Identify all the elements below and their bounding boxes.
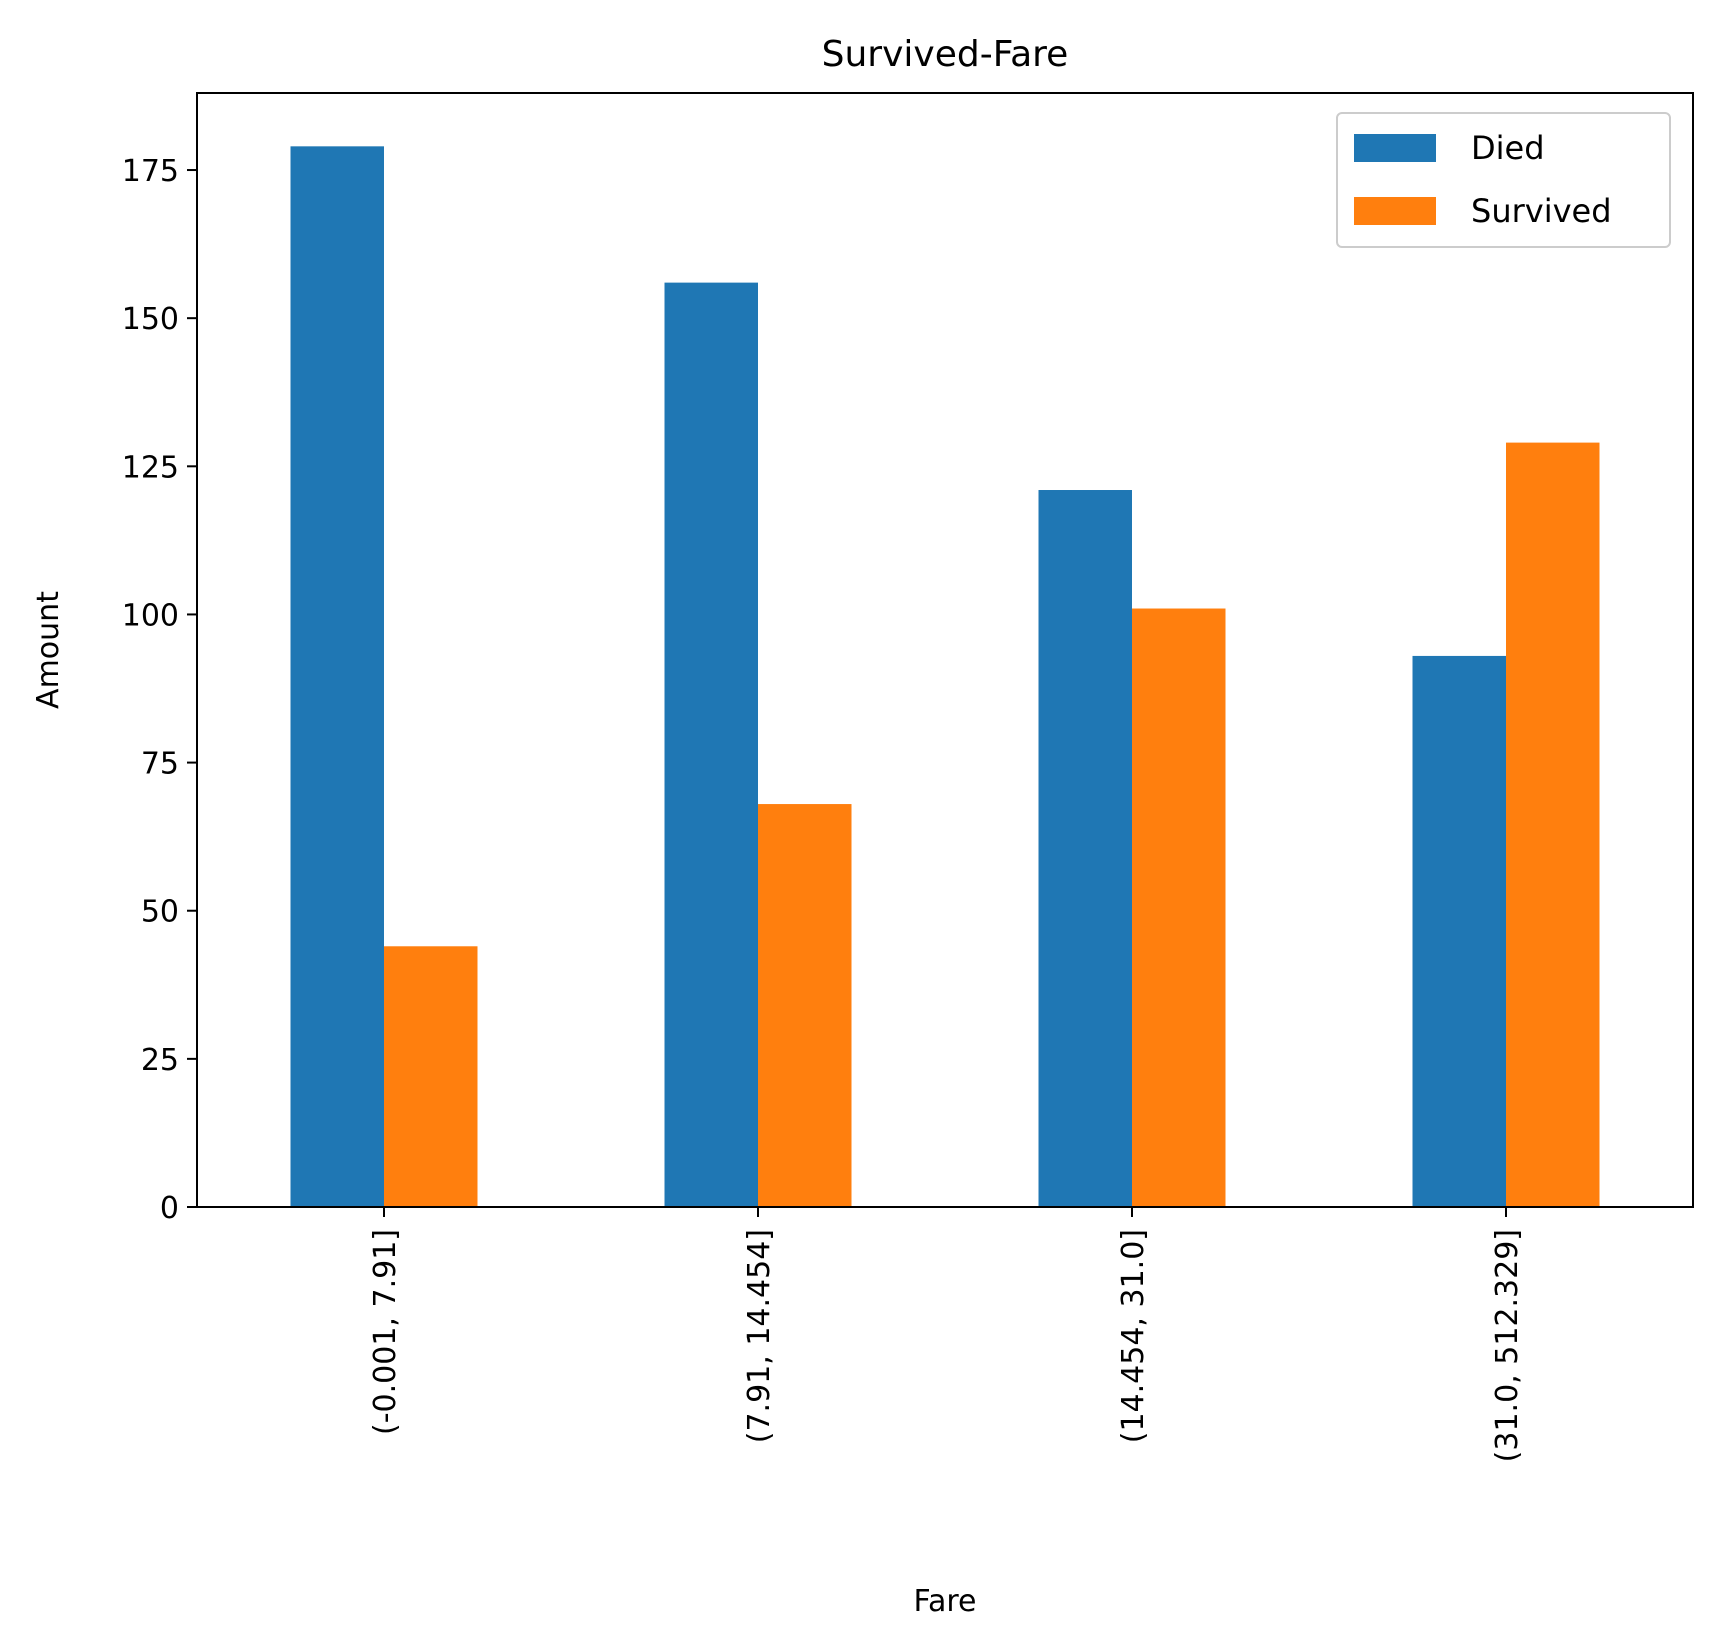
legend-label-died: Died <box>1471 129 1545 167</box>
y-tick-label: 150 <box>122 302 179 337</box>
bar-survived-3 <box>1506 442 1600 1207</box>
bars-layer <box>290 146 1600 1208</box>
y-tick-label: 175 <box>122 154 179 189</box>
legend-swatch-survived <box>1354 197 1436 225</box>
x-tick-label: (31.0, 512.329] <box>1490 1229 1525 1462</box>
y-tick-label: 100 <box>122 598 179 633</box>
y-axis-label: Amount <box>31 591 66 709</box>
x-tick-label: (-0.001, 7.91] <box>368 1229 403 1435</box>
x-tick-label: (7.91, 14.454] <box>742 1229 777 1443</box>
y-tick-label: 25 <box>141 1043 179 1078</box>
plot-frame <box>196 92 1694 1208</box>
x-axis-label: Fare <box>913 1584 976 1619</box>
bar-died-1 <box>664 282 758 1207</box>
bar-survived-2 <box>1132 608 1226 1207</box>
x-tick-label: (14.454, 31.0] <box>1116 1229 1151 1443</box>
bar-survived-1 <box>758 804 852 1207</box>
y-tick-label: 50 <box>141 895 179 930</box>
bar-died-0 <box>290 146 384 1208</box>
x-axis-ticks: (-0.001, 7.91] (7.91, 14.454] (14.454, 31.… <box>368 1207 1525 1462</box>
y-tick-label: 125 <box>122 450 179 485</box>
legend: Died Survived <box>1336 112 1671 248</box>
legend-swatch-died <box>1354 134 1436 162</box>
y-tick-label: 75 <box>141 747 179 782</box>
legend-label-survived: Survived <box>1471 192 1612 230</box>
chart-title: Survived-Fare <box>822 34 1069 75</box>
y-axis-ticks: 0 25 50 75 100 125 150 175 <box>122 154 197 1226</box>
bar-survived-0 <box>384 946 478 1207</box>
bar-died-3 <box>1412 655 1506 1207</box>
bar-died-2 <box>1038 490 1132 1207</box>
y-tick-label: 0 <box>160 1191 179 1226</box>
